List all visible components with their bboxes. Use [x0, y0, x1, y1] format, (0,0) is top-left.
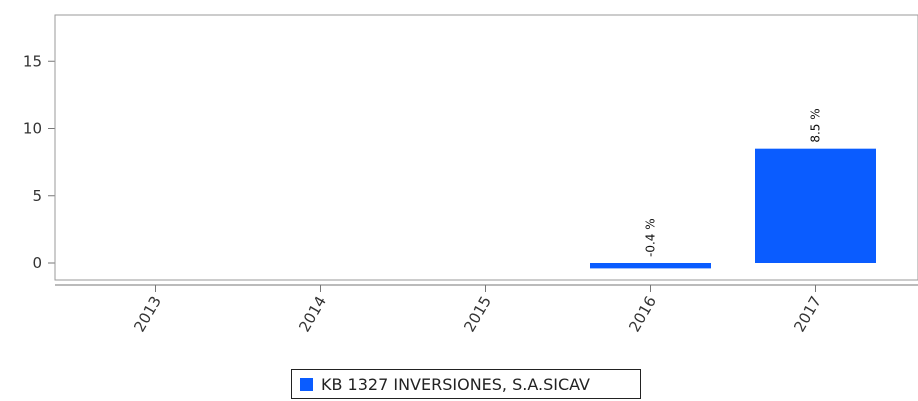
data-label-2017: 8.5 %: [809, 108, 823, 142]
y-tick-label: 0: [32, 254, 42, 272]
legend-series-label: KB 1327 INVERSIONES, S.A.SICAV: [321, 374, 590, 394]
x-tick-label: 2017: [790, 293, 825, 335]
data-label-2016: -0.4 %: [644, 218, 658, 257]
x-tick-label: 2016: [625, 293, 660, 335]
bar-2017: [755, 148, 876, 263]
x-axis: 2013 2014 2015 2016 2017: [55, 284, 918, 335]
x-tick-label: 2015: [460, 293, 495, 335]
legend-swatch: [300, 377, 313, 391]
plot-area-frame: [54, 14, 918, 281]
data-labels: -0.4 % 8.5 %: [644, 108, 823, 257]
x-tick-label: 2014: [295, 293, 330, 335]
bar-2016: [590, 263, 711, 269]
y-tick-label: 15: [23, 52, 42, 70]
x-tick-label: 2013: [130, 293, 165, 335]
bar-series: [590, 148, 876, 269]
y-axis: 0 5 10 15: [23, 52, 55, 272]
y-tick-label: 10: [23, 120, 42, 138]
legend: KB 1327 INVERSIONES, S.A.SICAV: [291, 369, 641, 399]
y-tick-label: 5: [32, 187, 42, 205]
